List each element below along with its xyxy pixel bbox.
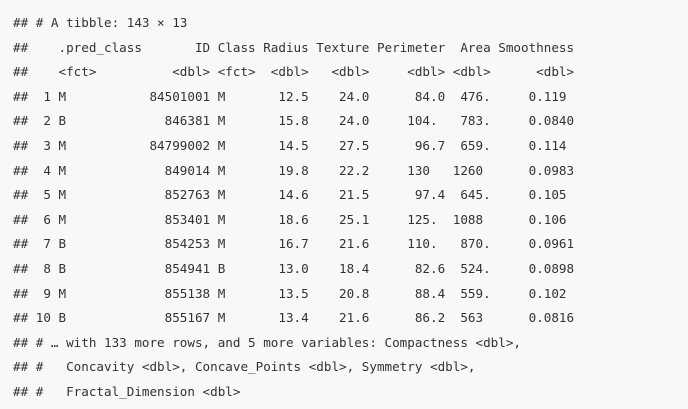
table-row: ## 5 M 852763 M 14.6 21.5 97.4 645. 0.10… <box>13 187 575 203</box>
tibble-footer-line: ## # Fractal_Dimension <dbl> <box>13 383 241 399</box>
column-types-row: ## <fct> <dbl> <fct> <dbl> <dbl> <dbl> <… <box>13 64 575 80</box>
tibble-header: ## # A tibble: 143 × 13 <box>13 15 188 30</box>
table-row: ## 2 B 846381 M 15.8 24.0 104. 783. 0.08… <box>13 113 575 129</box>
column-names-row: ## .pred_class ID Class Radius Texture P… <box>13 39 575 55</box>
tibble-footer-line: ## # … with 133 more rows, and 5 more va… <box>13 334 521 350</box>
table-row: ## 1 M 84501001 M 12.5 24.0 84.0 476. 0.… <box>13 88 575 104</box>
table-row: ## 10 B 855167 M 13.4 21.6 86.2 563 0.08… <box>13 310 575 326</box>
table-row: ## 7 B 854253 M 16.7 21.6 110. 870. 0.09… <box>13 236 575 252</box>
table-row: ## 9 M 855138 M 13.5 20.8 88.4 559. 0.10… <box>13 285 575 301</box>
table-row: ## 6 M 853401 M 18.6 25.1 125. 1088 0.10… <box>13 211 575 227</box>
table-row: ## 8 B 854941 B 13.0 18.4 82.6 524. 0.08… <box>13 260 575 276</box>
table-row: ## 3 M 84799002 M 14.5 27.5 96.7 659. 0.… <box>13 137 575 153</box>
table-row: ## 4 M 849014 M 19.8 22.2 130 1260 0.098… <box>13 162 575 178</box>
tibble-footer-line: ## # Concavity <dbl>, Concave_Points <db… <box>13 359 476 375</box>
